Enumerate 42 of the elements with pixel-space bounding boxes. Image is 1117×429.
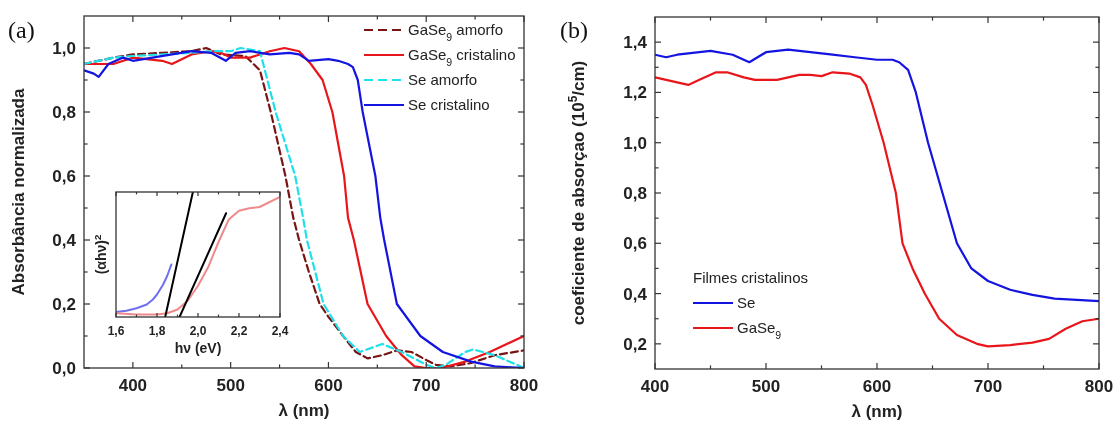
- x-axis-title: λ (nm): [851, 402, 903, 421]
- x-tick-label: 700: [412, 376, 441, 395]
- line-series: [655, 71, 1099, 348]
- x-tick-label: 2,0: [189, 324, 207, 338]
- legend-label: GaSe$_{9}$: [737, 319, 782, 342]
- y-tick-label: 0,4: [623, 284, 648, 304]
- x-axis-title: λ (nm): [278, 401, 330, 420]
- y-tick-label: 1,0: [623, 133, 647, 153]
- x-tick-label: 1,8: [148, 324, 166, 338]
- y-tick-label: 0,4: [52, 230, 77, 250]
- y-tick-label: 1,4: [623, 33, 648, 53]
- x-tick-label: 400: [118, 376, 148, 395]
- x-tick-label: 400: [640, 377, 670, 396]
- chart-title: (b): [560, 17, 588, 43]
- legend-title: Filmes cristalinos: [693, 269, 809, 286]
- x-tick-label: 800: [1084, 377, 1114, 396]
- y-tick-label: 0,8: [52, 102, 76, 122]
- x-tick-label: 800: [509, 376, 539, 395]
- legend-label: GaSe$_{9}$ cristalino: [408, 46, 516, 69]
- y-tick-label: 0,6: [52, 166, 76, 186]
- x-tick-label: 500: [751, 377, 781, 396]
- x-tick-label: 2,4: [271, 324, 289, 338]
- x-tick-label: 2,2: [230, 324, 248, 338]
- legend-label: Se cristalino: [408, 96, 490, 114]
- y-tick-label: 0,2: [623, 334, 647, 354]
- legend-label: GaSe$_{9}$ amorfo: [408, 21, 504, 44]
- legend-label: Se amorfo: [408, 71, 478, 89]
- y-tick-label: 0,2: [52, 294, 76, 314]
- x-tick-label: 600: [314, 376, 343, 395]
- y-tick-label: 1,2: [623, 83, 647, 103]
- chart-title: (a): [8, 17, 35, 43]
- x-axis-title: hν (eV): [174, 340, 222, 356]
- y-tick-label: 1,0: [52, 38, 76, 58]
- y-tick-label: 0,6: [623, 234, 647, 254]
- x-tick-label: 600: [862, 377, 892, 396]
- x-tick-label: 700: [973, 377, 1003, 396]
- x-tick-label: 1,6: [107, 324, 125, 338]
- y-tick-label: 0,8: [623, 183, 647, 203]
- x-tick-label: 500: [216, 376, 245, 395]
- y-tick-label: 0,0: [52, 358, 76, 378]
- y-axis-title: Absorbância normalizada: [9, 88, 28, 296]
- legend-label: Se: [737, 294, 756, 312]
